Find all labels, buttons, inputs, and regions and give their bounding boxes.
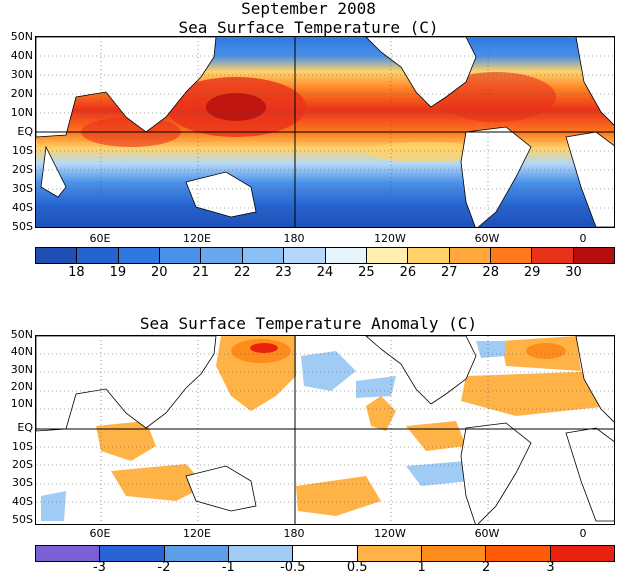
colorbar-tick-label: 21 (192, 265, 209, 280)
lat-label: 30S (12, 182, 33, 195)
colorbar-swatch (532, 248, 574, 263)
lon-label: 0 (579, 527, 587, 540)
colorbar-tick-label: -0.5 (280, 560, 306, 575)
lat-label: 10N (10, 397, 33, 410)
colorbar-swatch (325, 248, 367, 263)
colorbar-tick-label: 30 (565, 265, 582, 280)
colorbar-swatch (408, 248, 450, 263)
lat-label: 40S (12, 495, 33, 508)
chart-title-sst: Sea Surface Temperature (C) (178, 18, 439, 37)
lat-label: 50N (10, 328, 33, 341)
lat-label: 10N (10, 106, 33, 119)
lat-label: 30S (12, 476, 33, 489)
anomaly-map-svg (36, 336, 614, 524)
lat-label: 10S (12, 144, 33, 157)
lat-label: 20S (12, 458, 33, 471)
colorbar-tick-label: -1 (221, 560, 235, 575)
gridlines (36, 336, 614, 524)
chart-title-date: September 2008 (241, 0, 376, 18)
colorbar-tick-label: 18 (68, 265, 85, 280)
lat-label: 50S (12, 220, 33, 233)
colorbar-tick-label: 19 (109, 265, 127, 280)
lat-label: 40N (10, 49, 33, 62)
colorbar-tick-label: 29 (523, 265, 541, 280)
colorbar-tick-label: 25 (358, 265, 375, 280)
colorbar-tick-label: -3 (92, 560, 106, 575)
colorbar-swatch (490, 248, 533, 263)
lon-label: 60E (89, 527, 111, 540)
colorbar-swatch (36, 248, 78, 263)
colorbar-swatch (118, 248, 161, 263)
colorbar-tick-label: 1 (417, 560, 426, 575)
colorbar-swatch (201, 248, 243, 263)
lat-label: EQ (17, 421, 33, 434)
colorbar-tick-label: 24 (316, 265, 334, 280)
continents (36, 37, 614, 227)
lat-label: 20N (10, 87, 33, 100)
lon-label: 60E (89, 232, 111, 245)
colorbar-swatch (573, 248, 615, 263)
colorbar-tick-label: -2 (157, 560, 171, 575)
colorbar-swatch (242, 248, 285, 263)
colorbar-swatch (36, 546, 101, 561)
colorbar-swatch (449, 248, 491, 263)
lat-label: 30N (10, 363, 33, 376)
colorbar-tick-label: 22 (233, 265, 251, 280)
colorbar-tick-label: 3 (546, 560, 555, 575)
colorbar-tick-label: 26 (399, 265, 417, 280)
anomaly-colorbar (35, 545, 615, 562)
colorbar-swatch (284, 248, 326, 263)
colorbar-swatch (366, 248, 409, 263)
colorbar-swatch (421, 546, 487, 561)
colorbar-swatch (100, 546, 165, 561)
lat-label: 20S (12, 163, 33, 176)
negative-anomaly-patches (41, 341, 506, 521)
lon-label: 180 (283, 232, 305, 245)
colorbar-swatch (550, 546, 614, 561)
lon-label: 60W (474, 232, 500, 245)
colorbar-swatch (486, 546, 551, 561)
anomaly-map (35, 335, 615, 525)
lat-label: 50N (10, 30, 33, 43)
colorbar-tick-label: 2 (481, 560, 491, 575)
lat-label: 30N (10, 68, 33, 81)
colorbar-tick-label: 0.5 (346, 560, 368, 575)
lon-label: 0 (579, 232, 587, 245)
lat-label: 50S (12, 513, 33, 526)
colorbar-swatch (228, 546, 294, 561)
lon-label: 180 (283, 527, 305, 540)
chart-title-anomaly: Sea Surface Temperature Anomaly (C) (139, 314, 478, 333)
lat-label: 40S (12, 201, 33, 214)
lon-label: 120W (374, 527, 406, 540)
colorbar-swatch (164, 546, 229, 561)
colorbar-tick-label: 28 (482, 265, 499, 280)
lon-label: 60W (474, 527, 500, 540)
colorbar-swatch (357, 546, 422, 561)
colorbar-swatch (293, 546, 358, 561)
lon-label: 120E (183, 527, 211, 540)
lon-label: 120E (183, 232, 211, 245)
lat-label: 10S (12, 440, 33, 453)
lon-label: 120W (374, 232, 406, 245)
colorbar-tick-label: 27 (441, 265, 458, 280)
gridlines (36, 37, 614, 227)
colorbar-tick-label: 23 (275, 265, 292, 280)
colorbar-swatch (160, 248, 202, 263)
lat-label: 40N (10, 345, 33, 358)
lat-label: 20N (10, 380, 33, 393)
colorbar-swatch (77, 248, 119, 263)
sst-map (35, 36, 615, 228)
sst-map-svg (36, 37, 614, 227)
sst-colorbar (35, 247, 615, 264)
colorbar-tick-label: 20 (151, 265, 168, 280)
lat-label: EQ (17, 125, 33, 138)
